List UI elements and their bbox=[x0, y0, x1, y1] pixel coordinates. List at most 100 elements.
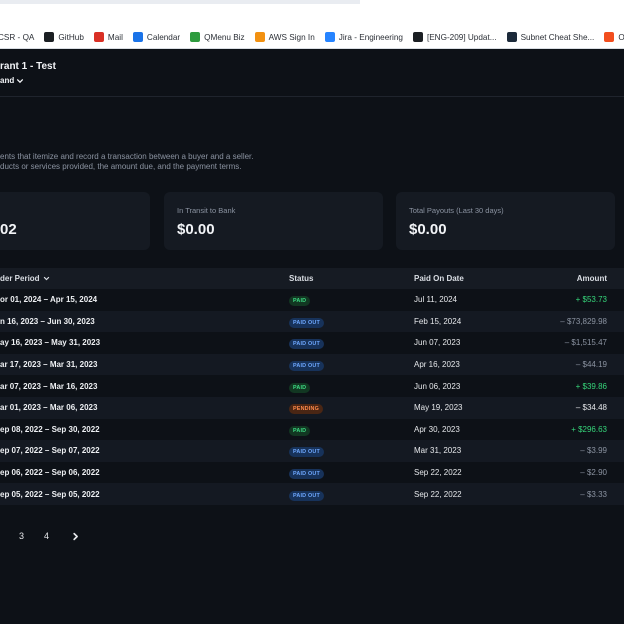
bookmark-item[interactable]: GitHub bbox=[39, 32, 88, 42]
paid-on-cell: Apr 30, 2023 bbox=[414, 424, 460, 434]
period-header-label: der Period bbox=[0, 274, 40, 283]
aws-icon bbox=[254, 32, 265, 42]
bookmark-item[interactable]: [ENG-209] Updat... bbox=[408, 32, 502, 42]
total-payouts-card: Total Payouts (Last 30 days) $0.00 bbox=[396, 192, 615, 250]
bookmark-label: [ENG-209] Updat... bbox=[426, 32, 497, 42]
table-row[interactable]: ar 17, 2023 – Mar 31, 2023 PAID OUT Apr 16… bbox=[0, 353, 624, 376]
paid-on-header: Paid On Date bbox=[414, 274, 464, 283]
merchant-name: rant 1 - Test bbox=[0, 61, 56, 72]
page-description: ents that itemize and record a transacti… bbox=[0, 152, 253, 172]
page-3-button[interactable]: 3 bbox=[19, 531, 25, 541]
brand-selector-label: and bbox=[0, 76, 15, 85]
in-transit-card-value: $0.00 bbox=[177, 221, 215, 238]
bookmark-label: Calendar bbox=[146, 32, 181, 42]
chevron-down-icon bbox=[43, 276, 49, 281]
table-row[interactable]: ep 05, 2022 – Sep 05, 2022 PAID OUT Sep 22… bbox=[0, 483, 624, 505]
tab-strip-edge bbox=[0, 0, 360, 4]
amount-cell: + $39.86 bbox=[575, 381, 607, 391]
next-page-button[interactable] bbox=[69, 530, 81, 542]
period-cell: ep 06, 2022 – Sep 06, 2022 bbox=[0, 468, 100, 478]
github-icon bbox=[44, 32, 55, 42]
bookmark-item[interactable]: Subnet Cheat She... bbox=[502, 32, 600, 42]
amount-cell: – $2.90 bbox=[580, 468, 607, 478]
paid-on-cell: Jul 11, 2024 bbox=[414, 295, 457, 305]
description-line-2: ducts or services provided, the amount d… bbox=[0, 162, 242, 171]
amount-header: Amount bbox=[576, 274, 607, 283]
status-badge: PENDING bbox=[289, 404, 323, 415]
table-row[interactable]: n 16, 2023 – Jun 30, 2023 PAID OUT Feb 15,… bbox=[0, 310, 624, 333]
status-cell: PAID OUT bbox=[289, 468, 324, 480]
period-cell: n 16, 2023 – Jun 30, 2023 bbox=[0, 316, 95, 326]
bookmark-item[interactable]: CSR - QA bbox=[0, 33, 39, 42]
period-cell: ay 16, 2023 – May 31, 2023 bbox=[0, 338, 101, 348]
brand-selector[interactable]: and bbox=[0, 76, 24, 85]
bookmark-item[interactable]: AWS Sign In bbox=[250, 32, 320, 42]
paid-on-cell: Mar 31, 2023 bbox=[414, 446, 462, 456]
table-row[interactable]: ar 07, 2023 – Mar 16, 2023 PAID Jun 06, 20… bbox=[0, 375, 624, 397]
paid-on-cell: Jun 07, 2023 bbox=[414, 338, 461, 348]
status-cell: PAID OUT bbox=[289, 490, 324, 501]
period-cell: ep 05, 2022 – Sep 05, 2022 bbox=[0, 489, 100, 499]
chevron-right-icon bbox=[72, 532, 78, 540]
paid-on-cell: Jun 06, 2023 bbox=[414, 381, 461, 391]
bookmark-label: AWS Sign In bbox=[268, 32, 315, 42]
amount-cell: + $53.73 bbox=[575, 295, 607, 305]
paid-on-cell: Feb 15, 2024 bbox=[414, 316, 462, 326]
table-row[interactable]: ay 16, 2023 – May 31, 2023 PAID OUT Jun 07… bbox=[0, 332, 624, 354]
period-cell: ar 07, 2023 – Mar 16, 2023 bbox=[0, 381, 98, 391]
bookmark-label: Mail bbox=[107, 32, 123, 42]
status-badge: PAID bbox=[289, 296, 311, 307]
status-badge: PAID OUT bbox=[289, 490, 324, 501]
gmail-icon bbox=[93, 32, 104, 42]
paid-on-cell: Sep 22, 2022 bbox=[414, 489, 462, 499]
period-cell: ep 07, 2022 – Sep 07, 2022 bbox=[0, 446, 100, 456]
amount-cell: + $296.63 bbox=[571, 424, 607, 434]
amount-cell: – $34.48 bbox=[575, 403, 607, 413]
bookmarks-bar: CSR - QA GitHub Mail Calendar QMenu Biz AWS S… bbox=[0, 26, 624, 49]
bookmark-item[interactable]: Owner App bbox=[599, 32, 624, 42]
table-row[interactable]: ep 08, 2022 – Sep 30, 2022 PAID Apr 30, 20… bbox=[0, 419, 624, 441]
calendar-icon bbox=[132, 32, 143, 42]
subnet-icon bbox=[506, 32, 517, 42]
status-cell: PAID OUT bbox=[289, 338, 324, 350]
figma-icon bbox=[604, 32, 615, 42]
total-payouts-card-label: Total Payouts (Last 30 days) bbox=[409, 206, 504, 215]
github-icon bbox=[412, 32, 423, 42]
page-4-button[interactable]: 4 bbox=[44, 531, 50, 541]
status-cell: PAID OUT bbox=[289, 446, 324, 458]
sort-period-header[interactable]: der Period bbox=[0, 274, 50, 283]
bookmark-label: CSR - QA bbox=[0, 32, 35, 42]
amount-cell: – $3.33 bbox=[580, 489, 607, 499]
status-cell: PAID bbox=[289, 295, 311, 307]
status-badge: PAID bbox=[289, 425, 311, 436]
bookmark-item[interactable]: Calendar bbox=[128, 32, 185, 42]
status-badge: PAID OUT bbox=[289, 339, 324, 350]
table-header: der Period Status Paid On Date Amount bbox=[0, 268, 624, 289]
balance-card-value: 02 bbox=[0, 221, 17, 238]
amount-cell: – $73,829.98 bbox=[560, 316, 607, 326]
paid-on-cell: Sep 22, 2022 bbox=[414, 468, 462, 478]
bookmark-item[interactable]: QMenu Biz bbox=[185, 32, 250, 42]
table-row[interactable]: ep 07, 2022 – Sep 07, 2022 PAID OUT Mar 31… bbox=[0, 440, 624, 462]
app-header: rant 1 - Test and bbox=[0, 49, 624, 97]
in-transit-card-label: In Transit to Bank bbox=[177, 206, 236, 215]
status-cell: PAID OUT bbox=[289, 360, 324, 372]
status-header: Status bbox=[289, 274, 314, 283]
amount-cell: – $1,515.47 bbox=[564, 338, 607, 348]
table-row[interactable]: ar 01, 2023 – Mar 06, 2023 PENDING May 19,… bbox=[0, 396, 624, 419]
period-cell: ar 17, 2023 – Mar 31, 2023 bbox=[0, 360, 98, 370]
browser-tab-strip bbox=[0, 0, 624, 26]
amount-cell: – $44.19 bbox=[575, 360, 607, 370]
status-badge: PAID bbox=[289, 382, 311, 393]
bookmark-label: GitHub bbox=[58, 32, 84, 42]
paid-on-cell: May 19, 2023 bbox=[414, 403, 463, 413]
payouts-table: der Period Status Paid On Date Amount or… bbox=[0, 268, 624, 505]
table-row[interactable]: ep 06, 2022 – Sep 06, 2022 PAID OUT Sep 22… bbox=[0, 462, 624, 484]
bookmark-item[interactable]: Jira - Engineering bbox=[320, 32, 408, 42]
period-cell: ep 08, 2022 – Sep 30, 2022 bbox=[0, 424, 100, 434]
bookmark-item[interactable]: Mail bbox=[89, 32, 128, 42]
table-row[interactable]: or 01, 2024 – Apr 15, 2024 PAID Jul 11, 20… bbox=[0, 289, 624, 311]
status-badge: PAID OUT bbox=[289, 447, 324, 458]
period-cell: or 01, 2024 – Apr 15, 2024 bbox=[0, 295, 98, 305]
table-body: or 01, 2024 – Apr 15, 2024 PAID Jul 11, 20… bbox=[0, 289, 624, 505]
